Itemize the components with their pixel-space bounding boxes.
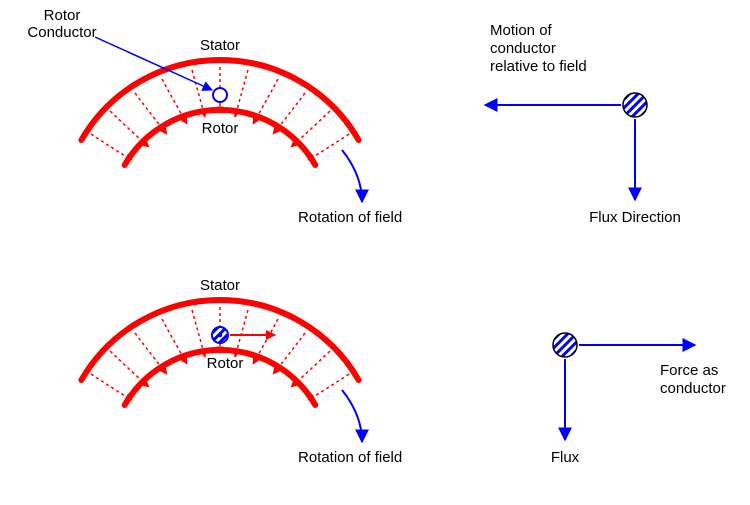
stator-label-bottom: Stator [200, 277, 240, 294]
diagram-canvas: Rotor Conductor Stator Rotor Rotation of… [0, 0, 750, 505]
conductor-cross-dot [218, 333, 223, 338]
rotation-arrow-top [342, 150, 362, 202]
rotation-arrow-bottom [342, 390, 362, 442]
conductor-xsection-top [623, 93, 647, 117]
flux-label-bottom: Flux [551, 449, 580, 466]
flux-lines-top [91, 67, 349, 160]
rotor-label-top: Rotor [202, 120, 239, 137]
rotor-label-bottom: Rotor [207, 355, 244, 372]
rotor-arc-top [125, 110, 316, 165]
rotor-conductor-label-l1: Rotor [44, 7, 81, 24]
stator-label-top: Stator [200, 37, 240, 54]
rotor-conductor-top [213, 88, 227, 102]
motion-label-l3: relative to field [490, 58, 587, 75]
flux-lines-bottom [91, 307, 349, 400]
force-label-l2: conductor [660, 380, 726, 397]
rotation-label-top: Rotation of field [298, 209, 402, 226]
rotor-conductor-label-l2: Conductor [27, 24, 96, 41]
motion-label-l1: Motion of [490, 22, 553, 39]
flux-direction-label: Flux Direction [589, 209, 681, 226]
vector-diagram-top [485, 93, 647, 200]
motion-label-l2: conductor [490, 40, 556, 57]
conductor-xsection-bottom [553, 333, 577, 357]
force-label-l1: Force as [660, 362, 718, 379]
rotation-label-bottom: Rotation of field [298, 449, 402, 466]
